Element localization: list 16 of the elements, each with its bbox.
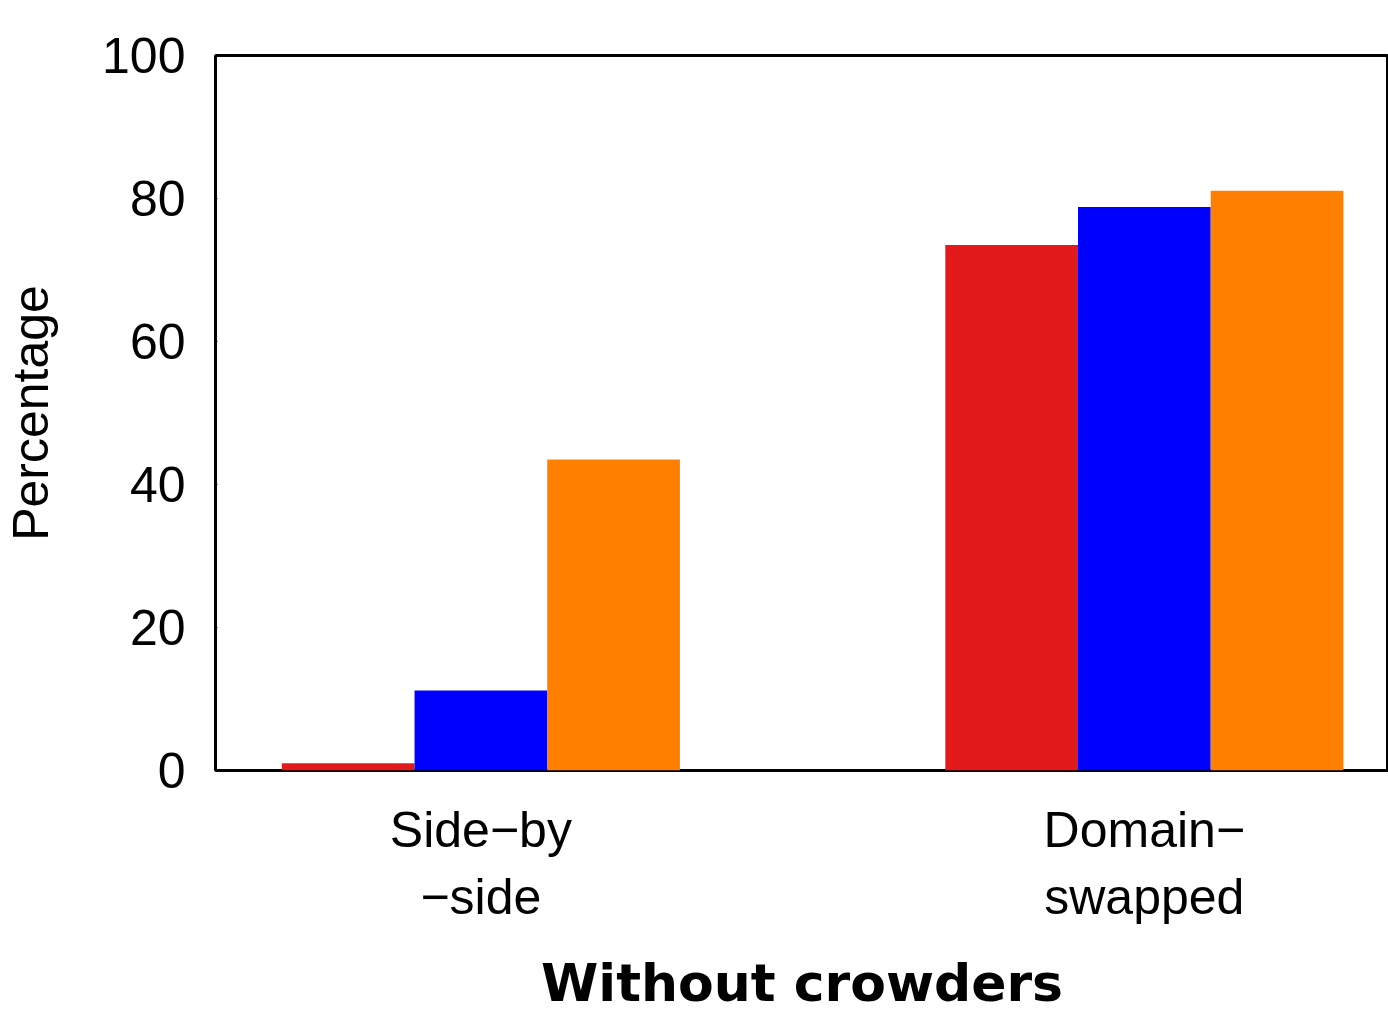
y-axis-title: Percentage <box>3 285 60 541</box>
bar <box>414 690 548 771</box>
bar <box>1078 207 1211 771</box>
bar <box>1210 190 1344 771</box>
y-tick-label: 60 <box>129 314 186 370</box>
x-tick-label: Side−by −side <box>389 801 572 925</box>
y-tick-label: 80 <box>129 171 186 227</box>
bar <box>547 459 680 771</box>
y-tick-label: 100 <box>102 28 186 84</box>
x-tick-label: Domain− swapped <box>1043 801 1246 925</box>
x-axis-title: Without crowders <box>540 952 1064 1013</box>
y-tick-label: 20 <box>129 600 186 656</box>
y-tick-label: 40 <box>129 457 186 513</box>
bar <box>281 763 415 771</box>
bar <box>945 244 1078 771</box>
y-tick-label: 0 <box>157 743 186 799</box>
